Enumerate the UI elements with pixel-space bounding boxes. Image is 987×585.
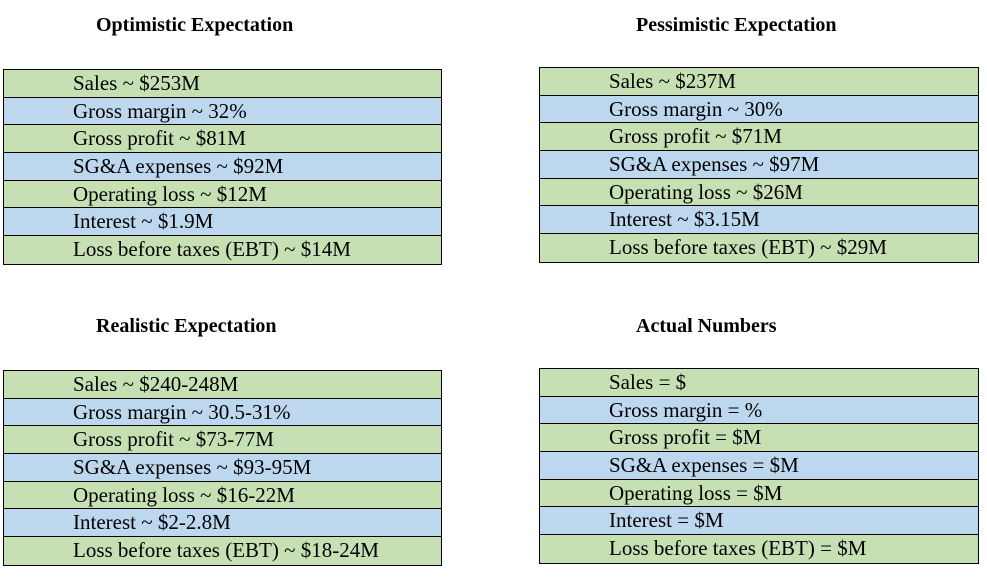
- pessimistic-row-sga: SG&A expenses ~ $97M: [540, 151, 978, 179]
- realistic-title: Realistic Expectation: [96, 315, 277, 337]
- actual-row-operating-loss: Operating loss = $M: [540, 479, 978, 508]
- pessimistic-row-operating-loss: Operating loss ~ $26M: [540, 178, 978, 207]
- actual-title: Actual Numbers: [636, 315, 777, 337]
- realistic-row-gross-profit: Gross profit ~ $73-77M: [4, 426, 441, 455]
- pessimistic-row-gross-margin: Gross margin ~ 30%: [540, 95, 978, 124]
- optimistic-row-sga: SG&A expenses ~ $92M: [4, 153, 441, 181]
- optimistic-row-gross-profit: Gross profit ~ $81M: [4, 125, 441, 154]
- realistic-row-sales: Sales ~ $240-248M: [4, 371, 441, 399]
- pessimistic-row-gross-profit: Gross profit ~ $71M: [540, 123, 978, 152]
- pessimistic-title: Pessimistic Expectation: [636, 14, 837, 36]
- optimistic-row-sales: Sales ~ $253M: [4, 70, 441, 98]
- actual-row-gross-margin: Gross margin = %: [540, 396, 978, 425]
- optimistic-row-operating-loss: Operating loss ~ $12M: [4, 180, 441, 209]
- actual-row-sales: Sales = $: [540, 369, 978, 397]
- realistic-table: Sales ~ $240-248M Gross margin ~ 30.5-31…: [3, 370, 442, 566]
- pessimistic-table: Sales ~ $237M Gross margin ~ 30% Gross p…: [539, 67, 979, 263]
- pessimistic-row-ebt: Loss before taxes (EBT) ~ $29M: [540, 234, 978, 262]
- realistic-row-sga: SG&A expenses ~ $93-95M: [4, 454, 441, 482]
- optimistic-title: Optimistic Expectation: [96, 14, 294, 36]
- optimistic-row-ebt: Loss before taxes (EBT) ~ $14M: [4, 236, 441, 264]
- actual-row-interest: Interest = $M: [540, 507, 978, 536]
- optimistic-row-gross-margin: Gross margin ~ 32%: [4, 97, 441, 126]
- actual-row-sga: SG&A expenses = $M: [540, 452, 978, 480]
- optimistic-table: Sales ~ $253M Gross margin ~ 32% Gross p…: [3, 69, 442, 265]
- actual-row-gross-profit: Gross profit = $M: [540, 424, 978, 453]
- actual-row-ebt: Loss before taxes (EBT) = $M: [540, 535, 978, 563]
- realistic-row-ebt: Loss before taxes (EBT) ~ $18-24M: [4, 537, 441, 565]
- realistic-row-operating-loss: Operating loss ~ $16-22M: [4, 481, 441, 510]
- pessimistic-row-sales: Sales ~ $237M: [540, 68, 978, 96]
- optimistic-row-interest: Interest ~ $1.9M: [4, 208, 441, 237]
- realistic-row-gross-margin: Gross margin ~ 30.5-31%: [4, 398, 441, 427]
- pessimistic-row-interest: Interest ~ $3.15M: [540, 206, 978, 235]
- realistic-row-interest: Interest ~ $2-2.8M: [4, 509, 441, 538]
- actual-table: Sales = $ Gross margin = % Gross profit …: [539, 368, 979, 564]
